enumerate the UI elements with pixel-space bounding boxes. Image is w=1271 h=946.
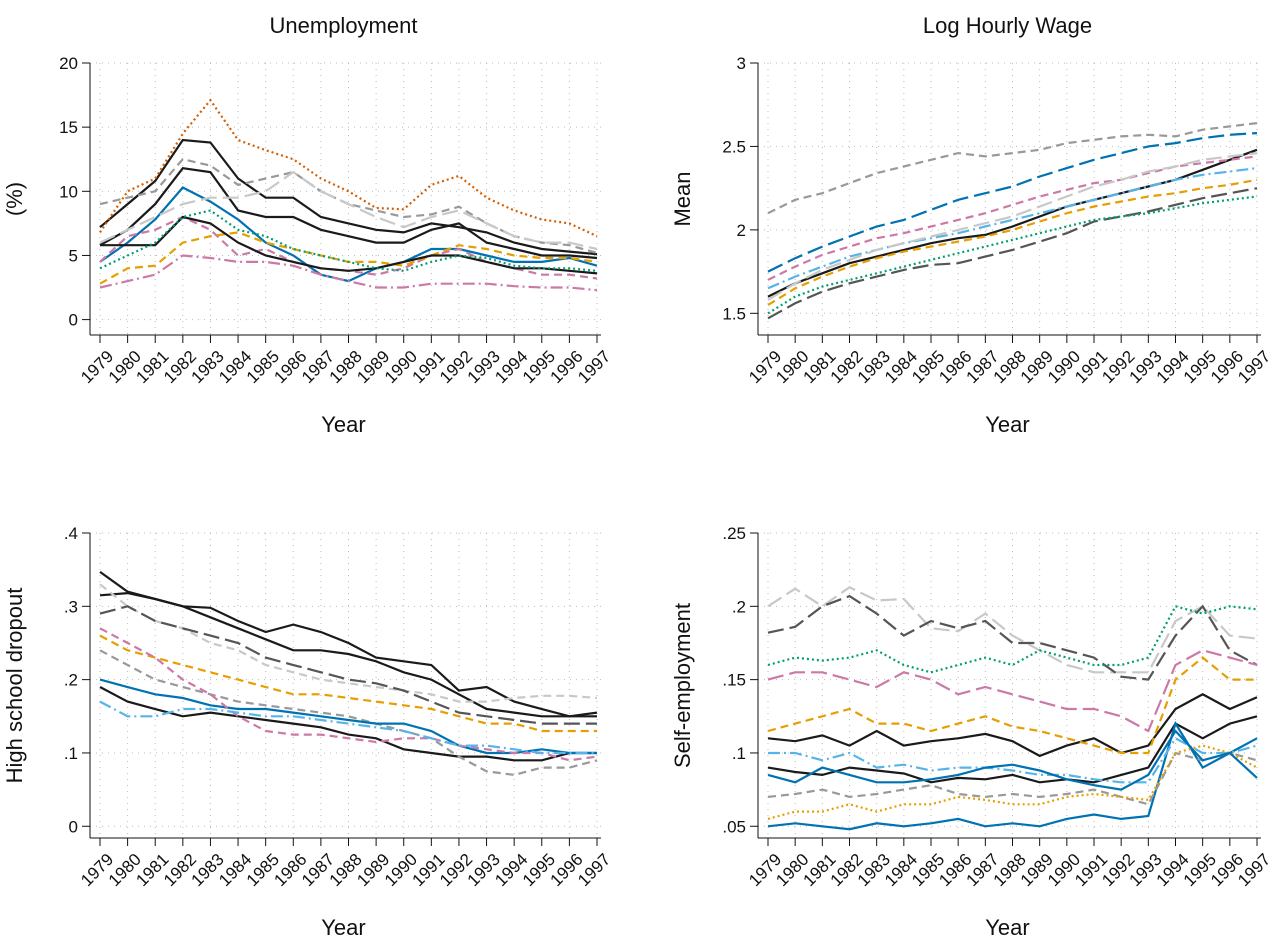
- series-line: [767, 132, 1258, 273]
- series-line: [99, 627, 598, 762]
- series-line: [99, 170, 598, 251]
- series-line: [99, 98, 598, 238]
- panel: 0510152019791980198119821983198419851986…: [2, 13, 614, 437]
- series-line: [99, 157, 598, 254]
- x-axis-title: Year: [985, 915, 1029, 940]
- y-tick-label: .25: [722, 524, 746, 543]
- series-line: [767, 586, 1258, 674]
- y-tick-label: .1: [64, 744, 78, 763]
- series-line: [99, 231, 598, 285]
- x-tick-label: 1997: [574, 850, 614, 890]
- series-line: [99, 678, 597, 755]
- series-line: [767, 187, 1258, 320]
- panel: .05.1.15.2.25197919801981198219831984198…: [670, 524, 1271, 940]
- x-tick-label: 1997: [574, 347, 614, 387]
- y-tick-label: .1: [732, 744, 746, 763]
- series-line: [100, 215, 598, 275]
- series-line: [767, 751, 1258, 806]
- panel: 0.1.2.3.41979198019811982198319841985198…: [2, 524, 614, 940]
- series-line: [767, 744, 1258, 820]
- series-line: [767, 693, 1258, 758]
- series-line: [768, 736, 1258, 784]
- series-line: [99, 700, 597, 755]
- y-tick-label: 20: [59, 54, 78, 73]
- y-tick-label: .3: [64, 597, 78, 616]
- series-line: [767, 605, 1258, 674]
- series-line: [99, 254, 598, 292]
- series-line: [99, 649, 598, 777]
- y-tick-label: 2: [737, 221, 746, 240]
- series-line: [767, 729, 1258, 791]
- y-tick-label: 2.5: [722, 137, 746, 156]
- x-axis-title: Year: [321, 915, 365, 940]
- y-tick-label: .05: [722, 817, 746, 836]
- series-line: [767, 195, 1258, 315]
- series-line: [767, 122, 1258, 215]
- y-tick-label: .2: [64, 671, 78, 690]
- series-line: [99, 605, 597, 725]
- chart-title: Unemployment: [270, 13, 418, 38]
- y-tick-label: 1.5: [722, 304, 746, 323]
- y-axis-title: Mean: [670, 171, 695, 226]
- series-line: [767, 656, 1257, 755]
- y-tick-label: 0: [69, 817, 78, 836]
- y-tick-label: 0: [69, 311, 78, 330]
- series-line: [99, 209, 598, 272]
- series-line: [767, 594, 1258, 681]
- y-axis-title: High school dropout: [2, 588, 27, 784]
- y-tick-label: 3: [737, 54, 746, 73]
- y-axis-title: Self-employment: [670, 603, 695, 768]
- y-tick-label: 5: [69, 246, 78, 265]
- y-tick-label: .15: [722, 671, 746, 690]
- y-tick-label: 10: [59, 182, 78, 201]
- series-line: [767, 152, 1258, 301]
- series-line: [767, 720, 1258, 831]
- series-line: [767, 649, 1258, 733]
- y-axis-title: (%): [2, 182, 27, 216]
- y-tick-label: .4: [64, 524, 78, 543]
- x-axis-title: Year: [321, 412, 365, 437]
- y-tick-label: .2: [732, 597, 746, 616]
- series-line: [99, 686, 597, 762]
- series-line: [99, 138, 598, 256]
- series-line: [767, 167, 1258, 290]
- panel: 1.522.5319791980198119821983198419851986…: [670, 13, 1271, 437]
- y-tick-label: 15: [59, 118, 78, 137]
- x-axis-title: Year: [985, 412, 1029, 437]
- chart-title: Log Hourly Wage: [923, 13, 1092, 38]
- series-line: [99, 167, 598, 260]
- series-line: [99, 591, 597, 718]
